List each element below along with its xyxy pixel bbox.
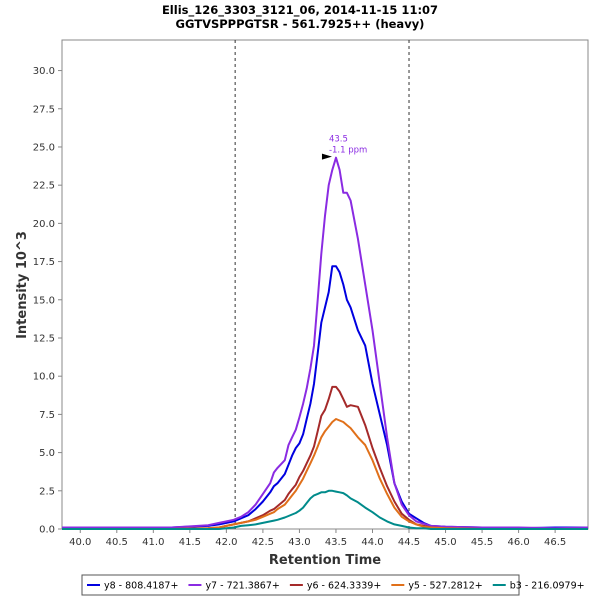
- y-tick-label: 7.5: [39, 410, 55, 421]
- y-axis-title: Intensity 10^3: [15, 231, 30, 339]
- x-tick-label: 45.0: [434, 537, 456, 548]
- x-tick-label: 41.5: [179, 537, 201, 548]
- plot-area: [61, 39, 589, 530]
- series-line: [62, 156, 589, 530]
- legend-entry-label: y7 - 721.3867+: [205, 581, 279, 592]
- y-tick-label: 22.5: [33, 181, 55, 192]
- y-tick-label: 25.0: [33, 142, 55, 153]
- x-tick-label: 46.0: [507, 537, 529, 548]
- peak-marker-icon: [321, 153, 332, 160]
- x-axis-title: Retention Time: [269, 553, 381, 568]
- x-tick-label: 43.0: [288, 537, 310, 548]
- x-tick-label: 41.0: [142, 537, 164, 548]
- y-tick-label: 15.0: [33, 295, 55, 306]
- legend-entry-label: y6 - 624.3339+: [307, 581, 381, 592]
- y-axis: 0.0 2.5 5.0 7.5 10.0 12.5 15.0 17.5 20.0 22.5 25.0…: [33, 66, 62, 536]
- series-lines: [62, 156, 589, 530]
- y-tick-label: 10.0: [33, 372, 55, 383]
- legend-entry-label: y5 - 527.2812+: [408, 581, 482, 592]
- x-tick-label: 44.0: [361, 537, 383, 548]
- series-line: [62, 418, 588, 530]
- x-tick-label: 40.0: [69, 537, 91, 548]
- series-line: [62, 489, 588, 530]
- x-axis: 40.0 40.5 41.0 41.5 42.0 42.5 43.0 43.5 44.0 44.5…: [69, 529, 566, 548]
- y-tick-label: 2.5: [39, 486, 55, 497]
- x-tick-label: 46.5: [544, 537, 566, 548]
- series-line: [62, 265, 588, 530]
- y-tick-label: 0.0: [39, 525, 55, 536]
- peak-annotation-rt: 43.5: [329, 135, 348, 145]
- x-tick-label: 45.5: [471, 537, 493, 548]
- x-tick-label: 44.5: [398, 537, 420, 548]
- peak-annotation-ppm: -1.1 ppm: [329, 146, 367, 156]
- legend: y8 - 808.4187+ y7 - 721.3867+ y6 - 624.333…: [87, 581, 585, 592]
- y-tick-label: 20.0: [33, 219, 55, 230]
- x-tick-label: 40.5: [106, 537, 128, 548]
- y-tick-label: 30.0: [33, 66, 55, 77]
- x-tick-label: 43.5: [325, 537, 347, 548]
- chart-subtitle: GGTVSPPPGTSR - 561.7925++ (heavy): [176, 17, 425, 31]
- legend-entry-label: b3 - 216.0979+: [510, 581, 585, 592]
- y-tick-label: 17.5: [33, 257, 55, 268]
- y-tick-label: 5.0: [39, 448, 55, 459]
- y-tick-label: 12.5: [33, 333, 55, 344]
- y-tick-label: 27.5: [33, 104, 55, 115]
- legend-entry-label: y8 - 808.4187+: [104, 581, 178, 592]
- x-tick-label: 42.0: [215, 537, 237, 548]
- x-tick-label: 42.5: [252, 537, 274, 548]
- chart-title: Ellis_126_3303_3121_06, 2014-11-15 11:07: [162, 3, 438, 18]
